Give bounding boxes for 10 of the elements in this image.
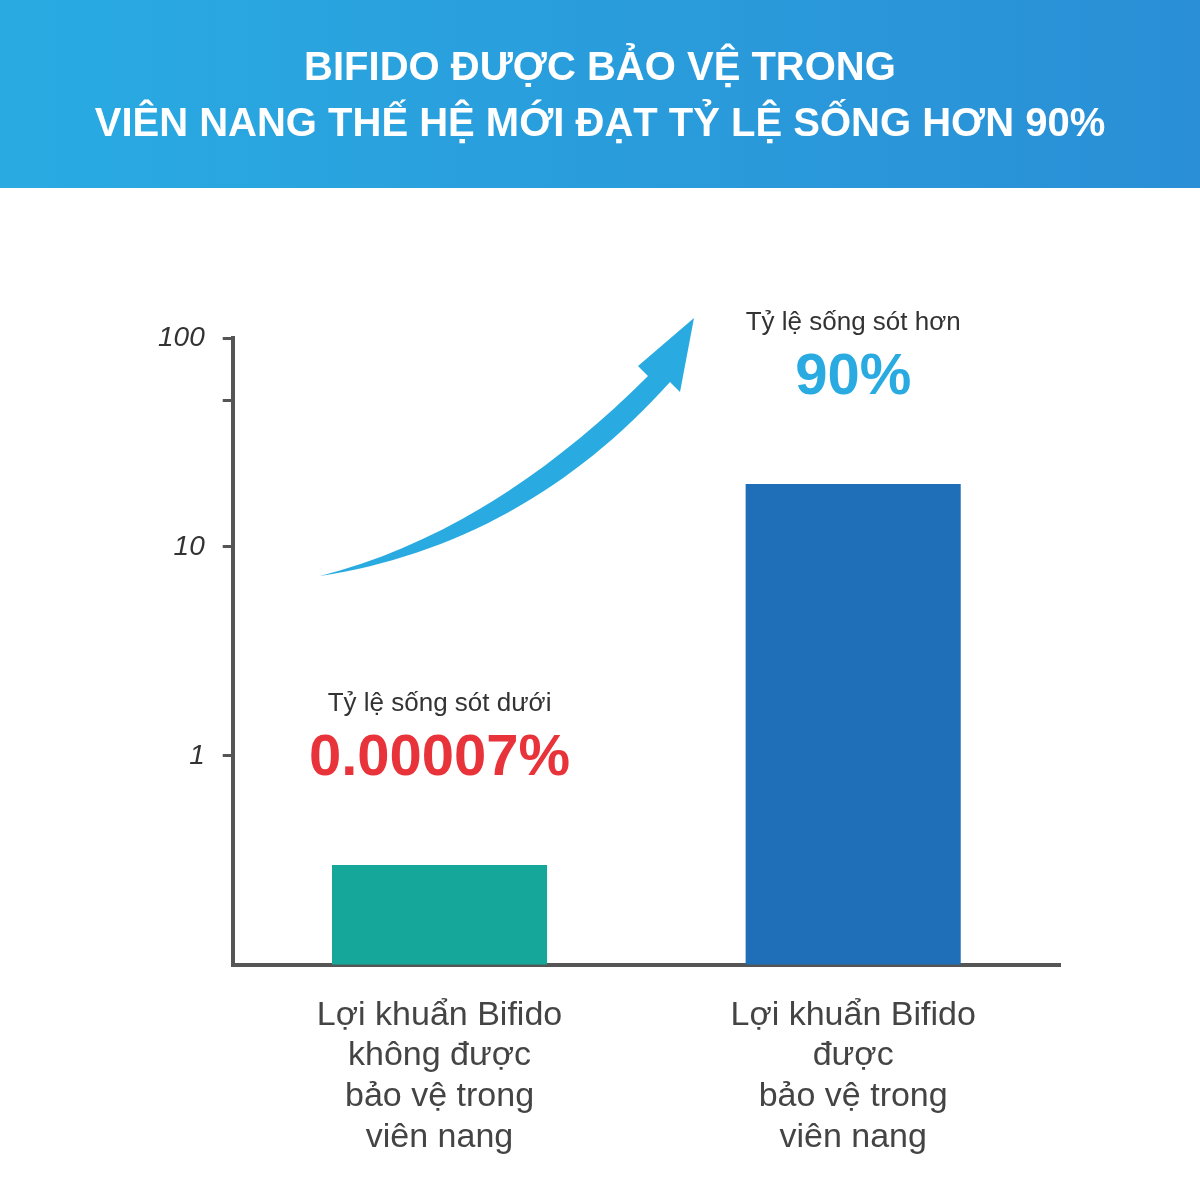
y-tick-label: 100 — [158, 320, 206, 352]
annotation: 0.00007% — [308, 722, 571, 788]
y-tick-label: 10 — [173, 529, 206, 561]
y-tick-label: 1 — [189, 738, 205, 770]
annotation: 90% — [795, 341, 912, 407]
x-tick-label: Lợi khuẩn Bifido được bảo vệ trong viên nang — [730, 993, 976, 1154]
chart-title: BIFIDO ĐƯỢC BẢO VỆ TRONG VIÊN NANG THẾ HỆ MỚI ĐẠT TỶ LỆ SỐNG HƠN 90% — [0, 0, 1200, 188]
annotation: Tỷ lệ sống sót dưới — [327, 687, 552, 718]
text: Tỷ lệ sống sót hơn — [745, 306, 961, 337]
x-tick-label: Lợi khuẩn Bifido không được bảo vệ trong viên nang — [316, 993, 563, 1154]
